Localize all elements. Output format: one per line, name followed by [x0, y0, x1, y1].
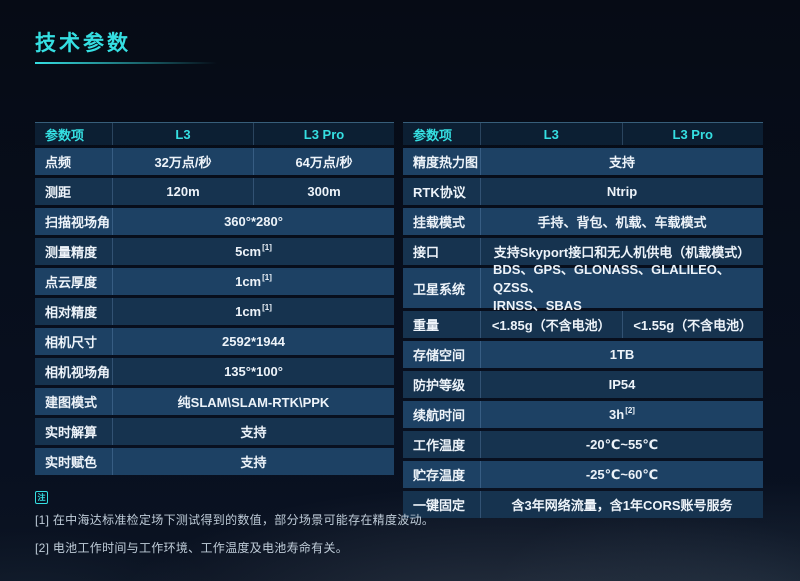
table-row: 点频 32万点/秒 64万点/秒 — [35, 148, 394, 175]
header-product-column: L3 Pro — [253, 123, 394, 145]
row-value: 120m — [112, 178, 253, 205]
row-label: 接口 — [413, 245, 440, 260]
row-label: 实时赋色 — [45, 455, 98, 470]
row-value: <1.85g（不含电池） — [480, 311, 622, 338]
row-value: 2592*1944 — [112, 328, 394, 355]
table-row: 测距 120m 300m — [35, 178, 394, 205]
row-label: 续航时间 — [413, 408, 466, 423]
table-row: 挂载模式 手持、背包、机载、车载模式 — [403, 208, 763, 235]
row-value: 支持 — [112, 448, 394, 475]
table-row: 防护等级 IP54 — [403, 371, 763, 398]
table-row: 扫描视场角 360°*280° — [35, 208, 394, 235]
row-label: 重量 — [413, 318, 440, 333]
table-row: 重量 <1.85g（不含电池） <1.55g（不含电池） — [403, 311, 763, 338]
footnote-1: [1] 在中海达标准检定场下测试得到的数值，部分场景可能存在精度波动。 — [35, 513, 435, 527]
header-param-column: 参数项 — [45, 127, 85, 143]
row-value: 支持 — [112, 418, 394, 445]
row-value: 纯SLAM\SLAM-RTK\PPK — [112, 388, 394, 415]
row-value: -25℃~60℃ — [480, 461, 763, 488]
row-value: 支持 — [480, 148, 763, 175]
header-product-column: L3 — [480, 123, 622, 145]
row-label: RTK协议 — [413, 185, 466, 200]
row-value: 64万点/秒 — [253, 148, 394, 175]
row-value: 支持Skyport接口和无人机供电（机载模式） — [480, 238, 763, 265]
row-value: 含3年网络流量，含1年CORS账号服务 — [480, 491, 763, 518]
table-row: 实时赋色 支持 — [35, 448, 394, 475]
row-label: 防护等级 — [413, 378, 466, 393]
row-label: 点云厚度 — [45, 275, 98, 290]
row-value: 300m — [253, 178, 394, 205]
table-row: 精度热力图 支持 — [403, 148, 763, 175]
table-row: 接口 支持Skyport接口和无人机供电（机载模式） — [403, 238, 763, 265]
table-row: 存储空间 1TB — [403, 341, 763, 368]
row-label: 存储空间 — [413, 348, 466, 363]
table-header-row: 参数项 L3 L3 Pro — [35, 122, 394, 145]
row-value: 360°*280° — [112, 208, 394, 235]
row-value: 1TB — [480, 341, 763, 368]
row-value: 32万点/秒 — [112, 148, 253, 175]
title-underline — [35, 62, 217, 64]
row-label: 点频 — [45, 155, 72, 170]
row-label: 扫描视场角 — [45, 215, 111, 230]
row-label: 测量精度 — [45, 245, 98, 260]
header-product-column: L3 — [112, 123, 253, 145]
table-row: 续航时间 3h [2] — [403, 401, 763, 428]
header-param-column: 参数项 — [413, 127, 453, 143]
row-label: 卫星系统 — [413, 281, 466, 297]
row-value: -20℃~55℃ — [480, 431, 763, 458]
header-product-column: L3 Pro — [621, 123, 764, 145]
row-value: BDS、GPS、GLONASS、GLALILEO、QZSS、 IRNSS、SBA… — [480, 262, 763, 313]
row-label: 相机尺寸 — [45, 335, 98, 350]
row-value: 1cm [1] — [112, 298, 394, 325]
table-row: 一键固定 含3年网络流量，含1年CORS账号服务 — [403, 491, 763, 518]
row-label: 精度热力图 — [413, 155, 479, 170]
row-value: <1.55g（不含电池） — [621, 311, 764, 338]
row-label: 相机视场角 — [45, 365, 111, 380]
row-value: 手持、背包、机载、车载模式 — [480, 208, 763, 235]
row-label: 测距 — [45, 185, 72, 200]
note-icon: 注 — [35, 491, 48, 504]
footnote-2: [2] 电池工作时间与工作环境、工作温度及电池寿命有关。 — [35, 541, 349, 555]
row-label: 工作温度 — [413, 438, 466, 453]
row-value: 1cm [1] — [112, 268, 394, 295]
page-title: 技术参数 — [35, 32, 131, 55]
row-label: 建图模式 — [45, 395, 98, 410]
table-row: 相机视场角 135°*100° — [35, 358, 394, 385]
spec-table-left: 参数项 L3 L3 Pro 点频 32万点/秒 64万点/秒测距 120m 300m 扫描视场角… — [35, 122, 394, 475]
row-value: 3h [2] — [480, 401, 763, 428]
row-value: 5cm [1] — [112, 238, 394, 265]
table-row: 测量精度 5cm [1] — [35, 238, 394, 265]
row-value: IP54 — [480, 371, 763, 398]
table-header-row: 参数项 L3 L3 Pro — [403, 122, 763, 145]
row-label: 贮存温度 — [413, 468, 466, 483]
table-row: 实时解算 支持 — [35, 418, 394, 445]
row-label: 相对精度 — [45, 305, 98, 320]
table-row: 工作温度 -20℃~55℃ — [403, 431, 763, 458]
row-label: 一键固定 — [413, 498, 466, 513]
table-row: 相对精度 1cm [1] — [35, 298, 394, 325]
row-label: 实时解算 — [45, 425, 98, 440]
table-row: 相机尺寸 2592*1944 — [35, 328, 394, 355]
spec-table-right: 参数项 L3 L3 Pro 精度热力图 支持 RTK协议 Ntrip 挂载模式 手持、背包、机载… — [403, 122, 763, 518]
table-row: 卫星系统 BDS、GPS、GLONASS、GLALILEO、QZSS、 IRNSS… — [403, 262, 763, 313]
table-row: RTK协议 Ntrip — [403, 178, 763, 205]
footnotes: 注 [1] 在中海达标准检定场下测试得到的数值，部分场景可能存在精度波动。 [2… — [35, 491, 434, 567]
row-value: 135°*100° — [112, 358, 394, 385]
table-row: 贮存温度 -25℃~60℃ — [403, 461, 763, 488]
row-label: 挂载模式 — [413, 215, 466, 230]
row-value: Ntrip — [480, 178, 763, 205]
table-row: 点云厚度 1cm [1] — [35, 268, 394, 295]
table-row: 建图模式 纯SLAM\SLAM-RTK\PPK — [35, 388, 394, 415]
